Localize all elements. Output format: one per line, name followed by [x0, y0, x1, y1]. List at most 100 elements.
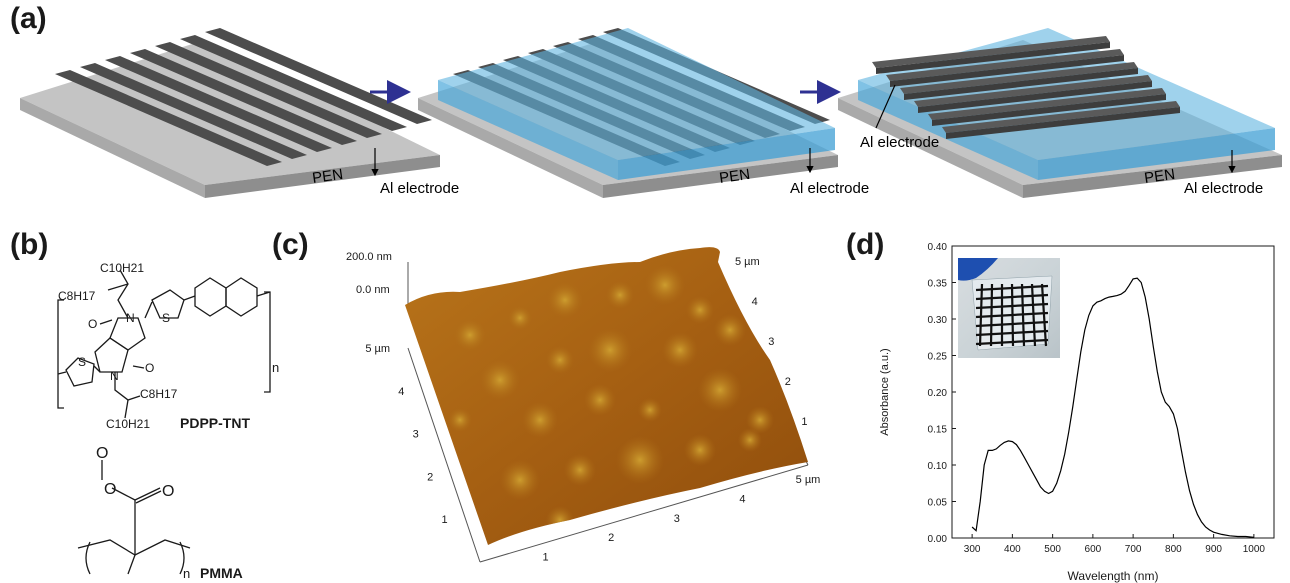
top-electrode-label: Al electrode: [860, 134, 939, 151]
afm-grain: [746, 406, 774, 434]
pmma-repeat-n: n: [183, 566, 190, 581]
atom-s: S: [78, 355, 86, 369]
device-step-1: PEN Al electrode: [20, 28, 459, 198]
panel-label-c: (c): [272, 228, 309, 261]
left-axis-ticks: 1 2 3 4 5 µm: [365, 343, 447, 526]
x-tick-label: 500: [1044, 544, 1061, 555]
electrode-label: Al electrode: [380, 180, 459, 197]
alkyl-chain-top: [117, 269, 129, 319]
panel-label-d: (d): [846, 228, 885, 261]
panel-a: PEN Al electrode PEN Al electrode: [20, 28, 1282, 198]
grid-line-vertical: [989, 283, 994, 347]
top-electrode-strip: [942, 101, 1180, 133]
afm-grain: [547, 282, 583, 318]
afm-grain: [684, 434, 716, 466]
pen-substrate-front: [603, 155, 838, 198]
grid-line-horizontal: [975, 329, 1049, 337]
grid-line-horizontal: [975, 311, 1049, 319]
pmma-o2: O: [162, 483, 174, 500]
thiophene-right: [151, 289, 185, 319]
thiophene-left: [65, 357, 95, 387]
afm-grain: [645, 265, 685, 305]
y-tick-label: 0.40: [928, 242, 948, 253]
top-electrode-strips: [872, 36, 1180, 139]
repeat-bracket-left: [57, 299, 64, 409]
electrode-grid: [975, 283, 1049, 347]
x-axis-label: Wavelength (nm): [1068, 569, 1159, 583]
alkyl-chain-bottom: [114, 372, 141, 401]
pen-label: PEN: [311, 166, 344, 187]
right-tick-label: 4: [752, 296, 758, 308]
panel-c: 200.0 nm 0.0 nm 1 2 3 4 5 µm 1 2 3 4 5 µm 1 2 3 4 5 …: [346, 247, 821, 564]
pmma-name: PMMA: [200, 565, 243, 581]
device-step-2: PEN Al electrode: [418, 28, 869, 198]
y-tick-label: 0.20: [928, 388, 948, 399]
atom-o: O: [88, 317, 97, 331]
dielectric-film-front: [1038, 128, 1275, 180]
afm-grain: [638, 398, 662, 422]
x-tick-label: 700: [1125, 544, 1142, 555]
bottom-electrode-strip: [155, 42, 382, 138]
left-tick-label: 3: [413, 429, 419, 441]
top-electrode-strip: [886, 49, 1124, 81]
afm-grain: [480, 360, 520, 400]
bottom-electrode-strip: [180, 35, 407, 131]
substituent-c8-top: C8H17: [58, 289, 96, 303]
x-tick-label: 1000: [1243, 544, 1266, 555]
y-tick-label: 0.15: [928, 425, 948, 436]
pmma-bracket-left: [85, 541, 91, 575]
bottom-electrode-strip: [55, 70, 282, 166]
right-tick-label: 5 µm: [735, 256, 760, 268]
right-tick-label: 1: [801, 416, 807, 428]
pen-substrate-left: [418, 98, 603, 198]
grid-line-vertical: [1020, 283, 1026, 347]
x-tick-label: 900: [1205, 544, 1222, 555]
glove-shape: [958, 258, 998, 281]
atom-n: N: [126, 311, 135, 325]
afm-grain: [616, 436, 664, 484]
afm-grain: [686, 296, 714, 324]
repeat-n: n: [272, 360, 279, 375]
pen-substrate-left: [838, 98, 1023, 198]
bottom-tick-label: 3: [674, 513, 680, 525]
top-electrode-strip-side: [876, 42, 1110, 74]
bottom-axis-ticks: 1 2 3 4 5 µm: [543, 474, 821, 564]
afm-grain: [508, 306, 532, 330]
bottom-axis: [479, 464, 809, 563]
y-tick-label: 0.00: [928, 534, 948, 545]
top-electrode-strip: [914, 75, 1152, 107]
pen-substrate-front: [1023, 155, 1282, 198]
photo-inset: [958, 258, 1060, 358]
substituent-c10-top: C10H21: [100, 261, 144, 275]
dpp-core: [109, 317, 146, 351]
electrode-label: Al electrode: [790, 180, 869, 197]
afm-grain: [546, 346, 574, 374]
z-scale-bottom: 0.0 nm: [356, 284, 390, 296]
naphthalene-ring-1: [194, 277, 227, 317]
grid-line-vertical: [1030, 283, 1037, 347]
y-axis-label: Absorbance (a.u.): [879, 348, 891, 435]
bottom-electrode-strip: [130, 49, 357, 145]
bottom-tick-label: 5 µm: [796, 474, 821, 486]
grid-line-vertical: [1040, 283, 1048, 347]
afm-grain: [564, 454, 596, 486]
pen-substrate-front: [205, 155, 440, 198]
dielectric-film-left: [438, 80, 618, 180]
x-tick-label: 300: [964, 544, 981, 555]
naphthalene-ring-2: [225, 277, 258, 317]
flexible-array-photo: [958, 258, 1053, 351]
afm-grain: [500, 460, 540, 500]
panel-b-labels: C10H21 C8H17 C8H17 C10H21 O O N N S S n …: [58, 261, 279, 581]
afm-grain: [454, 319, 486, 351]
bottom-electrode-strip: [105, 56, 332, 152]
y-tick-label: 0.30: [928, 315, 948, 326]
bottom-tick-label: 1: [543, 552, 549, 564]
dielectric-film-top: [438, 28, 835, 160]
pen-label: PEN: [1143, 166, 1176, 187]
afm-grain: [714, 314, 746, 346]
top-electrode-strip-side: [946, 107, 1180, 139]
bottom-electrode-strip: [205, 28, 432, 124]
left-tick-label: 5 µm: [365, 343, 390, 355]
afm-grain: [522, 402, 558, 438]
top-electrode-strip-side: [904, 68, 1138, 100]
